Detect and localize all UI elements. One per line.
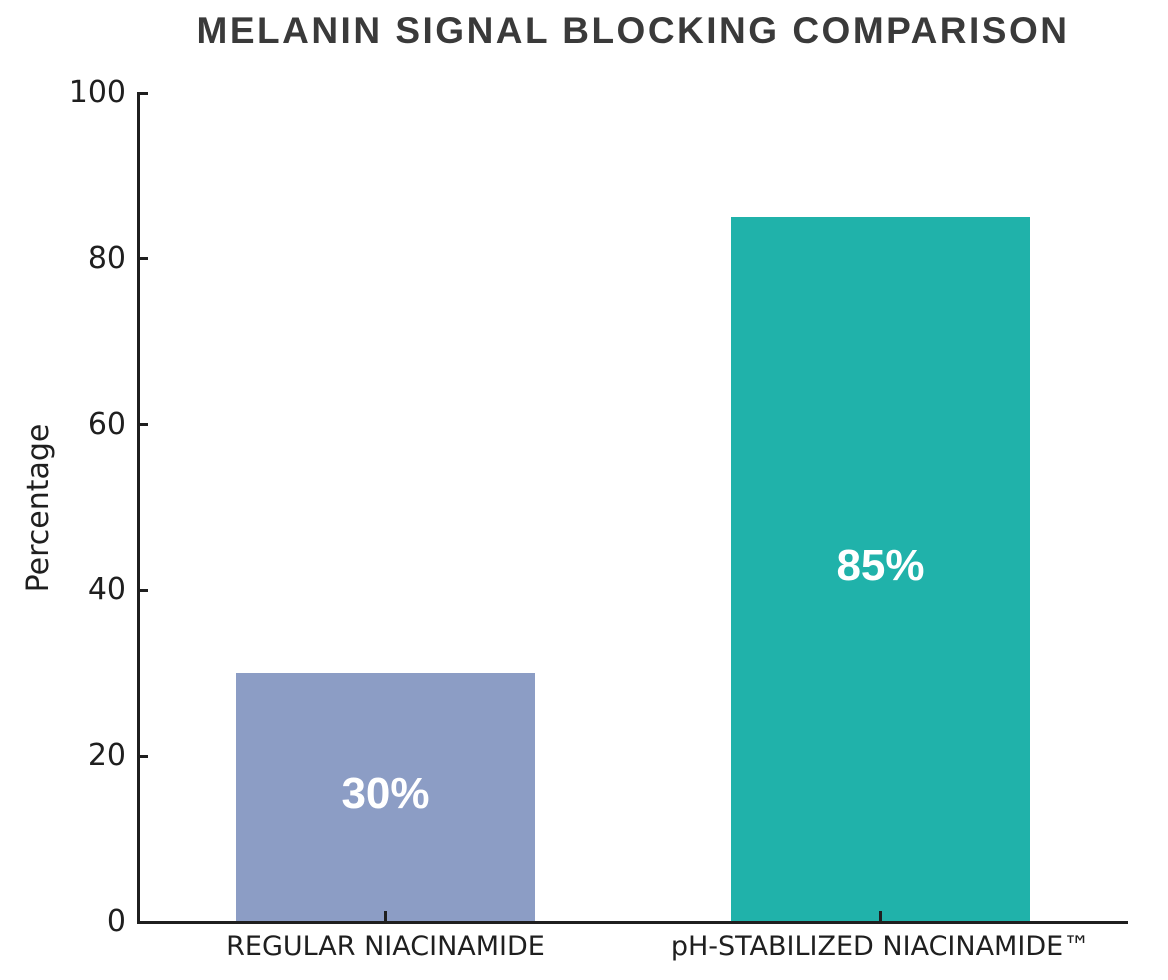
y-tick-label: 20 xyxy=(87,738,126,774)
x-category-label: pH-STABILIZED NIACINAMIDE™ xyxy=(670,931,1091,962)
x-tick xyxy=(384,910,387,921)
y-axis-spine xyxy=(136,91,140,924)
x-tick xyxy=(879,910,882,921)
bar-value-label: 30% xyxy=(341,768,430,818)
y-tick xyxy=(138,754,148,758)
y-tick xyxy=(138,423,148,427)
bar xyxy=(730,217,1031,922)
y-tick xyxy=(138,257,148,261)
bar-value-label: 85% xyxy=(836,540,925,590)
y-tick-label: 40 xyxy=(87,572,126,608)
y-tick xyxy=(138,91,148,95)
y-tick xyxy=(138,588,148,592)
y-tick xyxy=(138,920,148,924)
y-tick-label: 0 xyxy=(106,904,126,939)
x-axis-spine xyxy=(136,920,1128,924)
y-tick-label: 100 xyxy=(68,75,126,110)
y-tick-label: 60 xyxy=(87,406,126,442)
x-category-label: REGULAR NIACINAMIDE xyxy=(226,931,545,962)
chart-title: MELANIN SIGNAL BLOCKING COMPARISON xyxy=(196,10,1070,51)
y-tick-label: 80 xyxy=(87,240,126,276)
bar xyxy=(235,673,536,922)
